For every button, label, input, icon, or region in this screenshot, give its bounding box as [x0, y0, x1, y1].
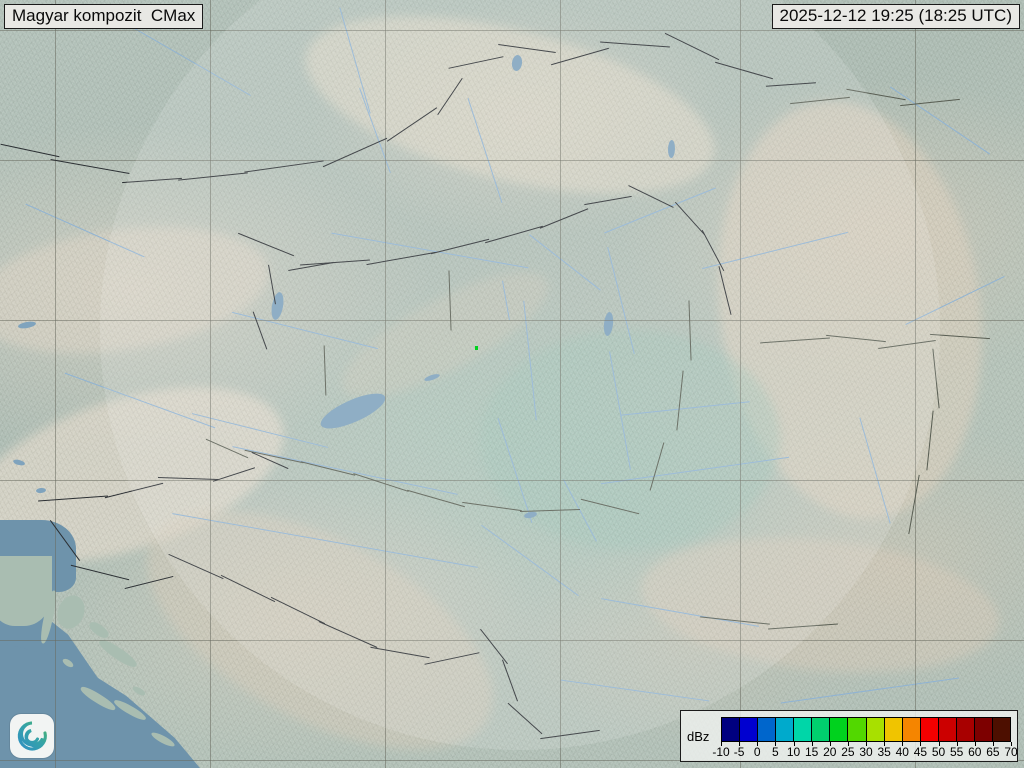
scale-cell	[758, 718, 777, 741]
scale-cell	[938, 718, 957, 741]
scale-tick-mark	[866, 742, 867, 746]
graticule-meridian	[385, 0, 386, 768]
scale-cell	[812, 718, 831, 741]
graticule-meridian	[915, 0, 916, 768]
scale-tick-mark	[956, 742, 958, 746]
scale-tick-mark	[793, 742, 795, 746]
scale-tick-label: 5	[772, 745, 779, 759]
scale-tick-mark	[775, 742, 777, 746]
scale-tick-label: 55	[949, 745, 964, 759]
scale-cell	[992, 718, 1010, 741]
scale-tick-label: 45	[913, 745, 928, 759]
scale-tick-mark	[920, 742, 922, 746]
graticule-meridian	[740, 0, 741, 768]
scale-tick-label: -10	[712, 745, 730, 759]
scale-cell	[920, 718, 939, 741]
scale-tick-mark	[938, 742, 940, 746]
graticule-meridian	[560, 0, 561, 768]
scale-tick-mark	[1011, 742, 1012, 746]
timestamp-label: 2025-12-12 19:25 (18:25 UTC)	[771, 4, 1020, 29]
scale-cell	[830, 718, 849, 741]
graticule-parallel	[0, 320, 1024, 321]
scale-tick-label: 15	[804, 745, 819, 759]
scale-tick-mark	[884, 742, 886, 746]
product-title: Magyar kompozit CMax	[4, 4, 204, 29]
scale-tick-label: 50	[931, 745, 946, 759]
graticule-parallel	[0, 160, 1024, 161]
scale-tick-label: 0	[753, 745, 761, 759]
scale-tick-label: 20	[823, 745, 837, 759]
radar-echo	[475, 346, 478, 350]
dbz-unit-label: dBz	[687, 729, 710, 744]
scale-cell	[776, 718, 795, 741]
dbz-color-scale: dBz -10 -5 0 5 10 15 20 25 30 35 40 45 50 55 60 65 70	[680, 710, 1018, 762]
agency-logo[interactable]	[10, 714, 54, 758]
scale-tick-label: 65	[986, 745, 1000, 759]
scale-tick-label: 25	[841, 745, 855, 759]
scale-tick-mark	[902, 742, 904, 746]
scale-tick-mark	[721, 742, 722, 746]
scale-tick-axis: -10 -5 0 5 10 15 20 25 30 35 40 45 50 55 60 65 70	[712, 742, 1018, 760]
scale-tick-mark	[974, 742, 976, 746]
graticule-parallel	[0, 760, 1024, 761]
scale-cell	[956, 718, 975, 741]
scale-tick-mark	[992, 742, 994, 746]
island-istria	[0, 556, 52, 626]
scale-cell	[740, 718, 759, 741]
graticule-parallel	[0, 480, 1024, 481]
scale-tick-label: -5	[733, 745, 745, 759]
graticule-parallel	[0, 30, 1024, 31]
scale-cell	[902, 718, 921, 741]
scale-cell	[884, 718, 903, 741]
scale-tick-label: 60	[968, 745, 982, 759]
graticule-parallel	[0, 640, 1024, 641]
scale-cell	[866, 718, 885, 741]
scale-tick-mark	[847, 742, 849, 746]
scale-tick-mark	[811, 742, 813, 746]
scale-tick-mark	[829, 742, 831, 746]
scale-tick-label: 40	[895, 745, 909, 759]
scale-tick-mark	[739, 742, 741, 746]
spiral-logo-icon	[17, 721, 47, 751]
scale-tick-mark	[757, 742, 759, 746]
scale-tick-label: 10	[786, 745, 801, 759]
scale-color-bar	[721, 717, 1011, 742]
graticule-meridian	[55, 0, 56, 768]
scale-cell	[848, 718, 867, 741]
scale-tick-label: 30	[859, 745, 873, 759]
graticule-meridian	[210, 0, 211, 768]
scale-tick-label: 70	[1004, 745, 1018, 759]
scale-cell	[794, 718, 813, 741]
scale-cell	[974, 718, 993, 741]
scale-tick-label: 35	[877, 745, 891, 759]
scale-cell	[722, 718, 741, 741]
